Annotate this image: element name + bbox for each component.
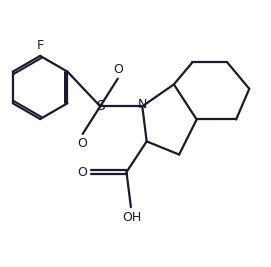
Text: N: N [138,98,147,111]
Text: S: S [96,99,105,113]
Text: O: O [77,166,87,179]
Text: F: F [37,38,44,52]
Text: O: O [78,137,88,150]
Text: OH: OH [122,211,141,224]
Text: O: O [113,63,123,76]
